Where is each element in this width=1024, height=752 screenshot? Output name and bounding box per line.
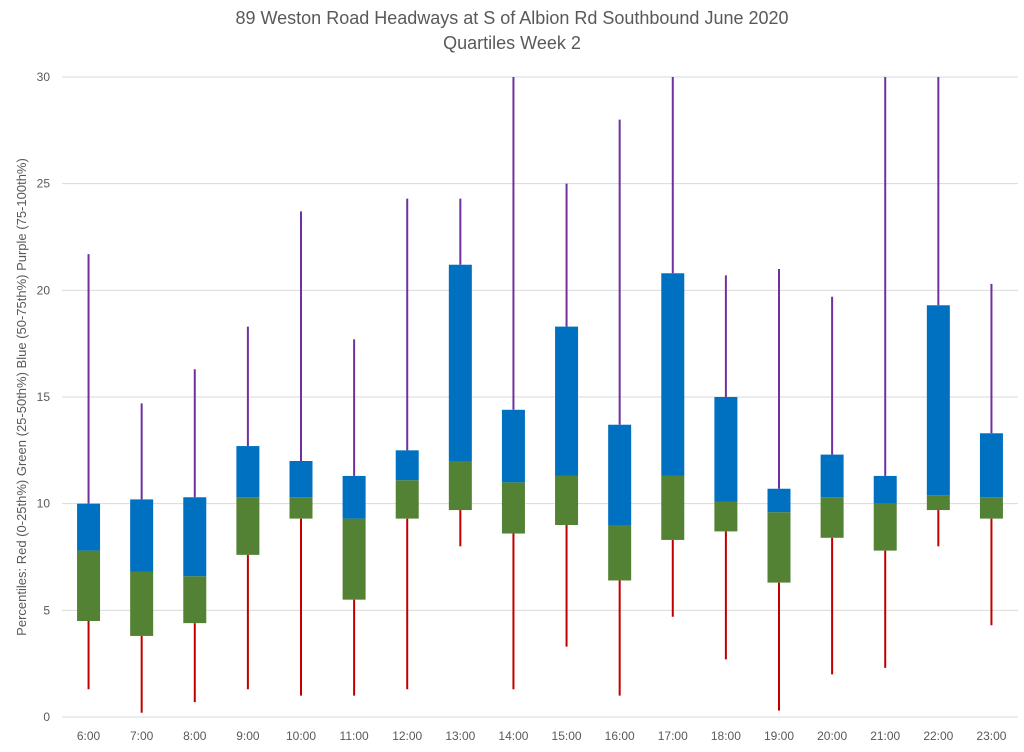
- box-1400: [501, 77, 525, 690]
- upper-box-median-q3: [289, 461, 313, 498]
- upper-box-median-q3: [661, 273, 685, 476]
- box-1900: [767, 269, 791, 711]
- y-tick-label: 30: [37, 70, 51, 84]
- x-tick-label: 19:00: [764, 729, 794, 743]
- lower-box-q1-median: [501, 482, 525, 534]
- upper-box-median-q3: [236, 446, 260, 498]
- x-axis-ticks: 6:00 7:00 8:00 9:00 10:00 11:00 12:00 13:00 14:0…: [77, 729, 1007, 743]
- lower-box-q1-median: [342, 518, 366, 600]
- y-tick-label: 0: [43, 710, 50, 724]
- upper-box-median-q3: [979, 433, 1003, 498]
- lower-box-q1-median: [714, 501, 738, 532]
- lower-box-q1-median: [236, 497, 260, 555]
- x-tick-label: 8:00: [183, 729, 207, 743]
- upper-box-median-q3: [501, 409, 525, 483]
- box-2300: [979, 283, 1003, 626]
- chart-title: 89 Weston Road Headways at S of Albion R…: [235, 8, 788, 28]
- x-tick-label: 18:00: [711, 729, 741, 743]
- x-tick-label: 12:00: [392, 729, 422, 743]
- upper-box-median-q3: [183, 497, 207, 577]
- upper-box-median-q3: [555, 326, 579, 476]
- upper-box-median-q3: [926, 305, 950, 496]
- x-tick-label: 6:00: [77, 729, 101, 743]
- upper-box-median-q3: [820, 454, 844, 498]
- x-tick-label: 9:00: [236, 729, 260, 743]
- box-1700: [661, 77, 685, 617]
- upper-box-median-q3: [395, 450, 419, 481]
- y-tick-label: 25: [37, 177, 51, 191]
- x-tick-label: 7:00: [130, 729, 154, 743]
- box-1300: [448, 198, 472, 547]
- lower-box-q1-median: [820, 497, 844, 538]
- lower-box-q1-median: [767, 512, 791, 583]
- x-tick-label: 11:00: [340, 729, 369, 743]
- lower-box-q1-median: [130, 571, 154, 636]
- lower-box-q1-median: [926, 495, 950, 511]
- lower-box-q1-median: [608, 525, 632, 581]
- boxes: [77, 77, 1003, 713]
- lower-box-q1-median: [395, 480, 419, 519]
- y-tick-label: 15: [37, 390, 51, 404]
- box-1100: [342, 339, 366, 696]
- box-2200: [926, 77, 950, 547]
- box-700: [130, 403, 154, 713]
- box-1500: [555, 183, 579, 647]
- lower-box-q1-median: [448, 461, 472, 511]
- x-tick-label: 21:00: [870, 729, 900, 743]
- x-tick-label: 17:00: [658, 729, 688, 743]
- y-axis-ticks: 0 5 10 15 20 25 30: [37, 70, 51, 724]
- box-1600: [608, 119, 632, 696]
- x-tick-label: 22:00: [923, 729, 953, 743]
- lower-box-q1-median: [77, 550, 101, 621]
- y-axis-label: Percentiles: Red (0-25th%) Green (25-50t…: [14, 158, 29, 636]
- chart-subtitle: Quartiles Week 2: [443, 33, 581, 53]
- upper-box-median-q3: [448, 264, 472, 461]
- x-tick-label: 14:00: [498, 729, 528, 743]
- upper-box-median-q3: [767, 488, 791, 513]
- box-1800: [714, 275, 738, 660]
- lower-box-q1-median: [979, 497, 1003, 519]
- upper-box-median-q3: [873, 475, 897, 504]
- box-800: [183, 369, 207, 703]
- upper-box-median-q3: [342, 475, 366, 519]
- upper-box-median-q3: [77, 503, 101, 551]
- upper-box-median-q3: [714, 397, 738, 502]
- x-tick-label: 20:00: [817, 729, 847, 743]
- box-2100: [873, 77, 897, 668]
- lower-box-q1-median: [661, 475, 685, 540]
- y-tick-label: 10: [37, 497, 51, 511]
- x-tick-label: 16:00: [605, 729, 635, 743]
- box-1000: [289, 211, 313, 696]
- lower-box-q1-median: [289, 497, 313, 519]
- x-tick-label: 13:00: [445, 729, 475, 743]
- x-tick-label: 23:00: [976, 729, 1006, 743]
- upper-box-median-q3: [608, 424, 632, 525]
- y-tick-label: 5: [43, 603, 50, 617]
- lower-box-q1-median: [555, 475, 579, 525]
- upper-box-median-q3: [130, 499, 154, 572]
- lower-box-q1-median: [183, 576, 207, 624]
- x-tick-label: 15:00: [552, 729, 582, 743]
- gridlines: [62, 76, 1018, 718]
- box-2000: [820, 296, 844, 675]
- box-600: [77, 254, 101, 690]
- y-tick-label: 20: [37, 283, 51, 297]
- lower-box-q1-median: [873, 503, 897, 551]
- box-900: [236, 326, 260, 690]
- box-1200: [395, 198, 419, 690]
- x-tick-label: 10:00: [286, 729, 316, 743]
